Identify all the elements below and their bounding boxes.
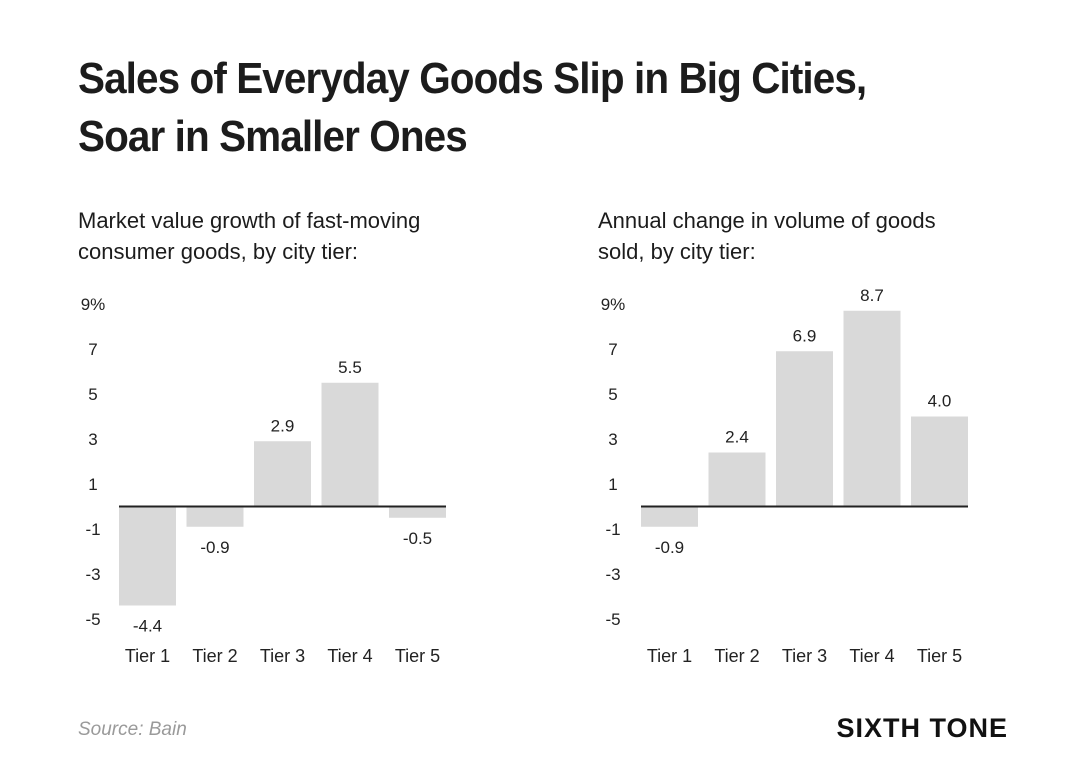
left-ytick-label: 5	[88, 385, 97, 404]
left-category-label: Tier 4	[327, 646, 372, 666]
left-category-label: Tier 1	[125, 646, 170, 666]
right-bar-tier-5	[911, 416, 968, 507]
right-category-label: Tier 3	[782, 646, 827, 666]
right-ytick-label: -5	[605, 610, 620, 629]
left-ytick-label: -1	[85, 520, 100, 539]
source-note: Source: Bain	[78, 719, 187, 740]
title-line-1: Sales of Everyday Goods Slip in Big Citi…	[78, 54, 867, 103]
right-category-label: Tier 2	[714, 646, 759, 666]
right-bar-tier-4	[843, 310, 901, 507]
right-category-label: Tier 4	[849, 646, 894, 666]
right-subtitle-line-2: sold, by city tier:	[598, 239, 756, 264]
left-ytick-label: 7	[88, 340, 97, 359]
right-bar-tier-1	[641, 506, 698, 527]
left-ytick-label: -5	[85, 610, 100, 629]
page-title: Sales of Everyday Goods Slip in Big Citi…	[78, 50, 961, 166]
left-value-label: 2.9	[271, 416, 295, 435]
left-category-label: Tier 3	[260, 646, 305, 666]
left-category-label: Tier 2	[192, 646, 237, 666]
right-value-label: 4.0	[928, 392, 952, 411]
left-ytick-label: 3	[88, 430, 97, 449]
left-ytick-label: 9%	[81, 295, 106, 314]
right-category-label: Tier 1	[647, 646, 692, 666]
left-value-label: -0.5	[403, 529, 432, 548]
left-ytick-label: 1	[88, 475, 97, 494]
right-ytick-label: 3	[608, 430, 617, 449]
right-ytick-label: -1	[605, 520, 620, 539]
left-category-label: Tier 5	[395, 646, 440, 666]
right-ytick-label: 1	[608, 475, 617, 494]
right-bar-tier-2	[708, 452, 766, 507]
right-bar-tier-3	[776, 351, 833, 507]
left-chart-subtitle: Market value growth of fast-moving consu…	[78, 205, 478, 267]
right-value-label: 2.4	[725, 428, 749, 447]
right-value-label: 6.9	[793, 326, 817, 345]
left-bar-tier-4	[321, 382, 379, 507]
right-ytick-label: 9%	[601, 295, 626, 314]
left-bar-tier-1	[119, 506, 176, 606]
right-value-label: 8.7	[860, 286, 884, 305]
right-ytick-label: 5	[608, 385, 617, 404]
title-line-2: Soar in Smaller Ones	[78, 112, 468, 161]
right-category-label: Tier 5	[917, 646, 962, 666]
brand-logo: SIXTH TONE	[836, 713, 1008, 743]
left-subtitle-line-2: consumer goods, by city tier:	[78, 239, 359, 264]
right-value-label: -0.9	[655, 538, 684, 557]
left-value-label: -0.9	[200, 538, 229, 557]
left-bar-tier-5	[389, 506, 446, 518]
right-ytick-label: -3	[605, 565, 620, 584]
left-value-label: 5.5	[338, 358, 362, 377]
left-bar-tier-2	[186, 506, 244, 527]
left-subtitle-line-1: Market value growth of fast-moving	[78, 208, 421, 233]
right-subtitle-line-1: Annual change in volume of goods	[598, 208, 936, 233]
left-bar-tier-3	[254, 441, 311, 507]
left-value-label: -4.4	[133, 617, 162, 636]
left-ytick-label: -3	[85, 565, 100, 584]
right-chart-subtitle: Annual change in volume of goods sold, b…	[598, 205, 998, 267]
right-ytick-label: 7	[608, 340, 617, 359]
